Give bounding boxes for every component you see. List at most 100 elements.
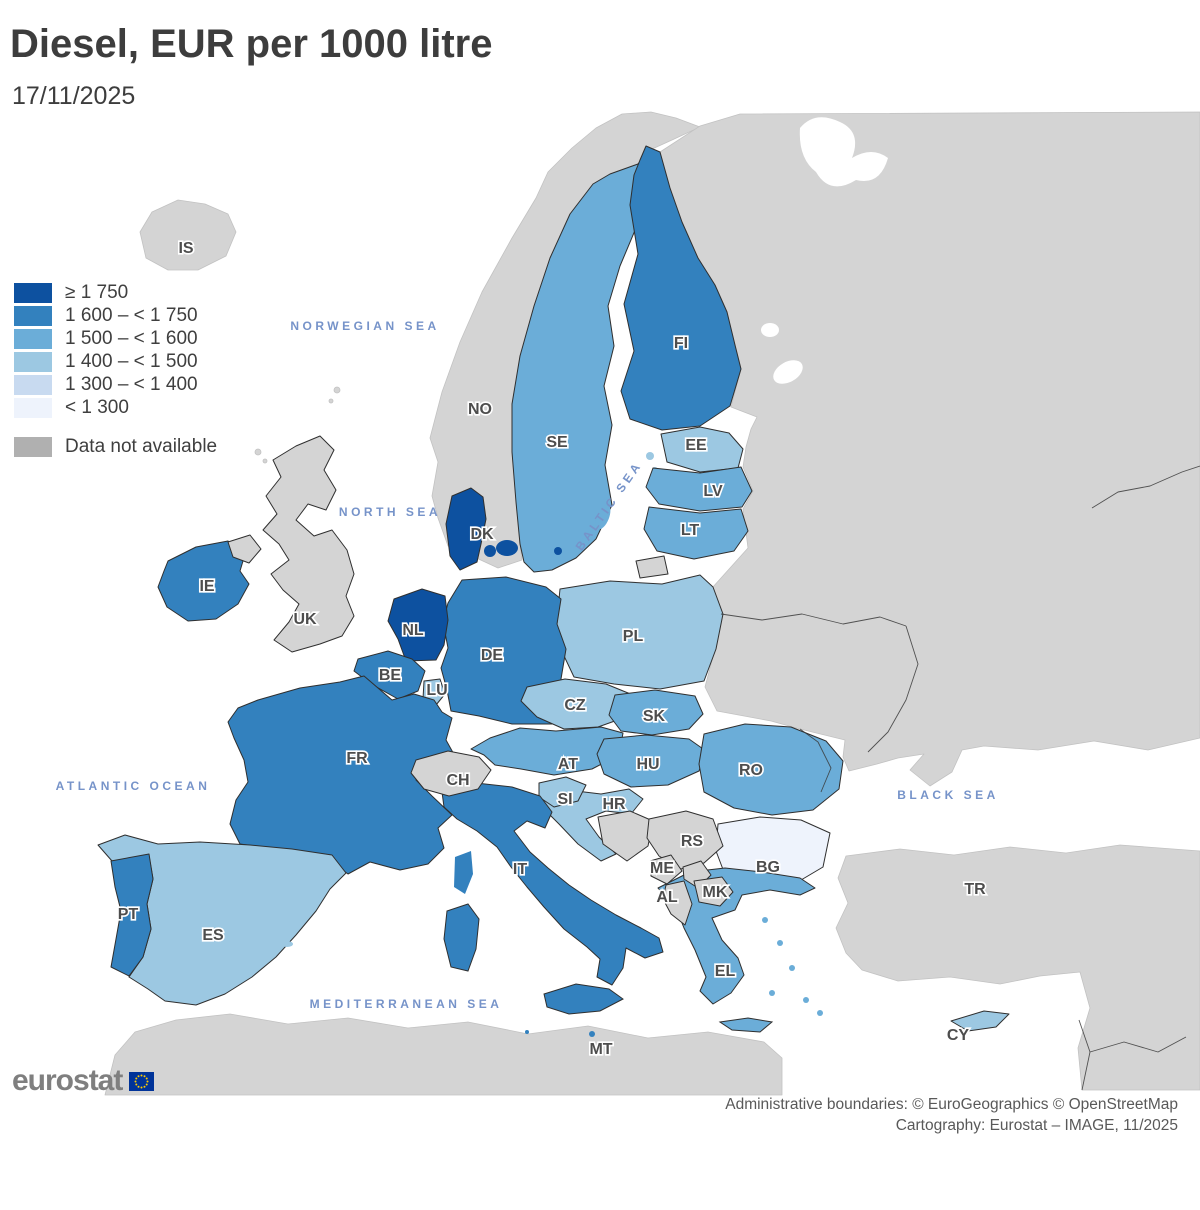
country-label-SE: SE [546,434,568,451]
country-label-MT: MT [589,1041,612,1058]
country-label-BE: BE [379,667,402,684]
land-faroe2 [262,458,268,464]
country-label-UK: UK [293,611,317,628]
country-label-EL: EL [715,963,736,980]
country-label-TR: TR [964,881,986,898]
country-shape-IT [441,782,664,986]
country-label-FR: FR [346,750,368,767]
country-label-DE: DE [481,647,504,664]
legend-label: ≥ 1 750 [65,282,129,303]
legend-label: 1 400 – < 1 500 [65,351,198,372]
country-shape-TR [835,844,1200,1091]
land-shetland2 [328,398,334,404]
lake-ladoga [773,360,803,384]
island-rhodes [817,1010,823,1016]
country-label-NO: NO [468,401,492,418]
legend-label: 1 300 – < 1 400 [65,374,198,395]
country-label-LU: LU [426,682,447,699]
country-label-AT: AT [558,756,578,773]
country-shape-AL [662,880,693,926]
border-moldova [799,728,832,793]
country-shape-FI [620,145,742,431]
island-aegean4 [769,990,775,996]
country-label-PL: PL [623,628,644,645]
legend-row: 1 400 – < 1 500 [14,351,217,372]
legend-swatch [14,283,52,303]
eu-flag-icon [129,1071,155,1091]
country-shape-FR [227,675,457,875]
legend-swatch [14,352,52,372]
page-title: Diesel, EUR per 1000 litre [10,22,493,66]
land-north-africa-shape [104,1013,783,1096]
island-bornholm [554,547,562,555]
sea-label-norwegian-sea: NORWEGIAN SEA [290,319,439,333]
legend-row: < 1 300 [14,397,217,418]
country-label-CH: CH [446,772,469,789]
country-shape-LV [645,466,753,512]
country-label-IS: IS [178,240,193,257]
sea-label-north-sea: NORTH SEA [339,505,441,519]
attribution-line-1: Administrative boundaries: © EuroGeograp… [725,1096,1178,1113]
island-crete [718,1017,774,1033]
island-saaremaa [646,452,654,460]
legend-swatch [14,329,52,349]
country-shape-HU [596,734,707,788]
country-label-LT: LT [681,522,700,539]
legend-label: 1 500 – < 1 600 [65,328,198,349]
border-caucasus [1091,465,1200,509]
country-label-AL: AL [656,889,678,906]
legend-row: ≥ 1 750 [14,282,217,303]
country-shape-BE [353,650,426,700]
country-shape-LT [643,506,749,560]
border-russia-ukraine [867,625,919,753]
land-faroe [254,448,262,456]
country-shape-SK [608,689,704,736]
legend-label-no-data: Data not available [65,436,218,457]
country-label-MK: MK [703,884,728,901]
country-shape-NL [387,588,449,662]
country-label-IE: IE [199,578,214,595]
island-corsica [454,851,473,894]
country-label-BG: BG [756,859,780,876]
lake-onega [761,323,779,337]
country-label-IT: IT [513,861,527,878]
country-shape-CY [950,1010,1010,1032]
island-sicily [543,983,624,1015]
country-label-RS: RS [681,833,704,850]
country-label-HR: HR [602,796,626,813]
legend-swatch [14,306,52,326]
island-oland [580,530,592,550]
island-aegean2 [777,940,783,946]
country-label-EE: EE [685,437,707,454]
legend-row: 1 500 – < 1 600 [14,328,217,349]
island-aegean1 [762,917,768,923]
country-shape-IE [157,540,250,622]
sea-label-black-sea: BLACK SEA [897,788,999,802]
island-funen [484,545,496,557]
island-aegean5 [803,997,809,1003]
country-shape-HR [539,788,644,862]
legend-swatch-no-data [14,437,52,457]
border-belarus-ukraine [720,613,907,627]
eurostat-logo: eurostat [12,1064,155,1098]
sea-label-atlantic-ocean: ATLANTIC OCEAN [56,779,211,793]
sea-label-mediterranean-sea: MEDITERRANEAN SEA [310,997,503,1011]
page-date: 17/11/2025 [12,82,136,110]
country-shape-RS [646,810,724,870]
island-gotland [595,504,611,530]
legend-label: < 1 300 [65,397,129,418]
country-label-SI: SI [557,791,572,808]
country-label-ES: ES [202,927,224,944]
country-shape-EE [660,426,744,473]
legend-swatch [14,398,52,418]
country-label-CZ: CZ [564,697,586,714]
land-kaliningrad [635,555,669,579]
country-shape-UK [262,435,355,653]
eurostat-logo-text: eurostat [12,1064,123,1097]
land-bosnia [597,810,654,862]
country-shape-CZ [520,678,634,730]
country-shape-PT [110,853,154,977]
country-shape-MK [693,876,734,907]
white-sea [799,117,888,187]
